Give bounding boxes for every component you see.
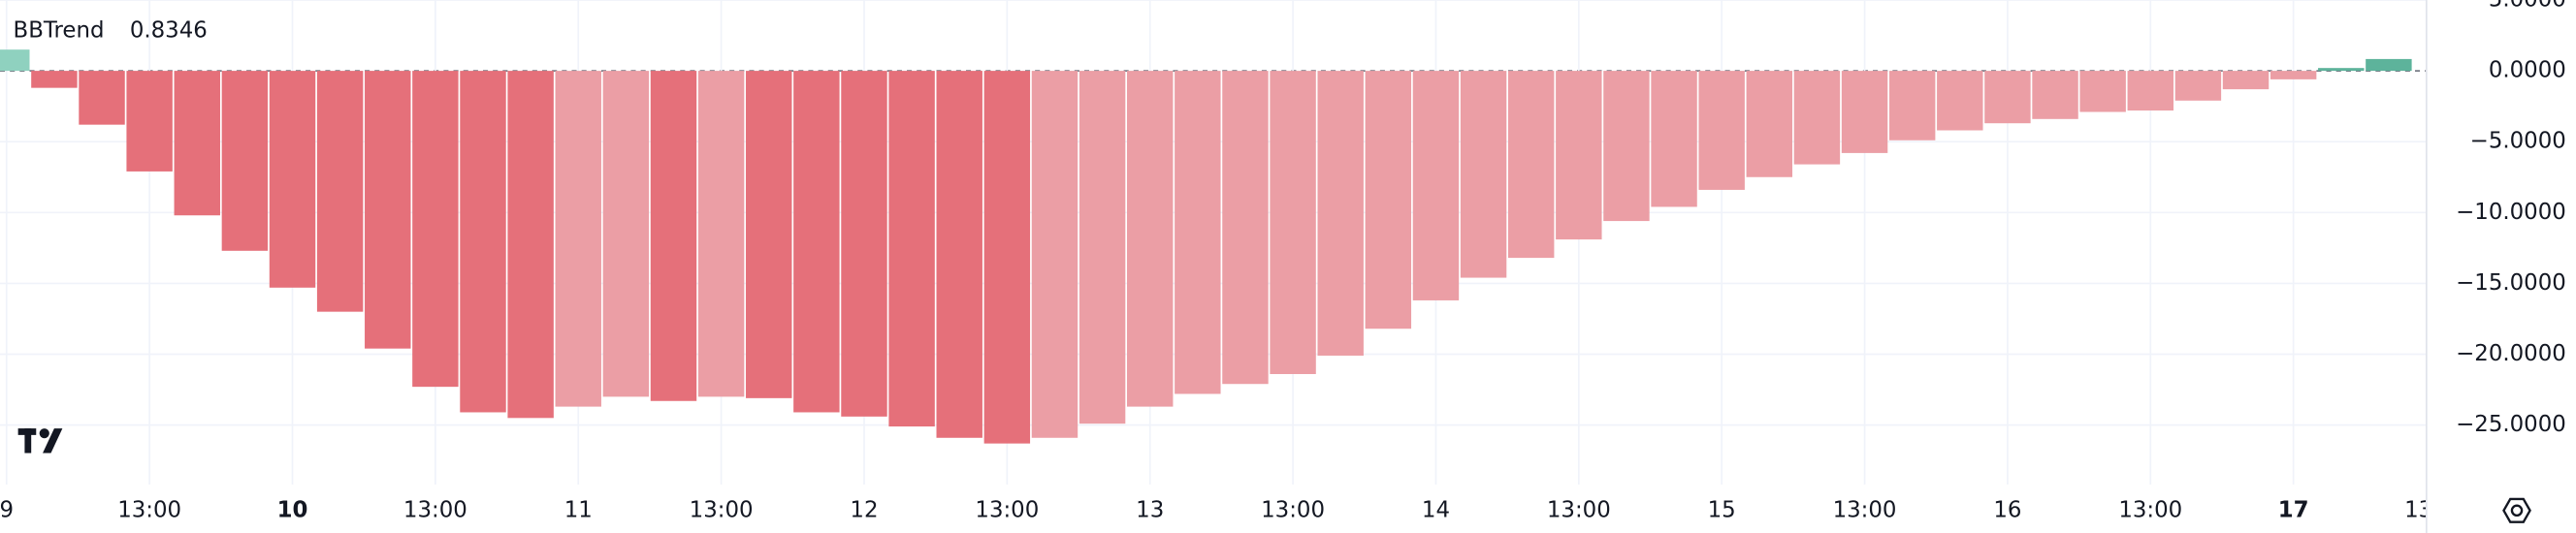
x-tick-label: 10 (277, 497, 308, 522)
indicator-title: BBTrend (14, 18, 105, 44)
bar (1270, 71, 1316, 374)
bar (602, 71, 650, 397)
indicator-value: 0.8346 (130, 18, 208, 44)
y-tick-label: −25.0000 (2456, 412, 2566, 437)
bar (746, 71, 792, 398)
bar (31, 71, 78, 88)
bar (1317, 71, 1364, 356)
x-tick-label: 17 (2278, 497, 2309, 522)
y-tick-label: 0.0000 (2489, 58, 2566, 83)
bar (1793, 71, 1841, 165)
y-tick-label: 5.0000 (2489, 0, 2566, 12)
bar (2366, 58, 2412, 72)
y-tick-label: −10.0000 (2456, 200, 2566, 225)
bar (841, 71, 887, 417)
bar (2127, 71, 2174, 111)
bar (793, 71, 840, 413)
x-tick-label: 16 (1993, 497, 2021, 522)
bar (888, 71, 935, 427)
bar (1984, 71, 2031, 124)
x-tick-label: 13:00 (975, 497, 1039, 522)
y-tick-label: −15.0000 (2456, 270, 2566, 296)
bar (2318, 68, 2365, 72)
bar (2222, 71, 2270, 90)
bar (412, 71, 459, 388)
x-tick-label: 13:00 (117, 497, 181, 522)
bar (2270, 71, 2317, 79)
x-tick-label: 14 (1422, 497, 1450, 522)
bar (2079, 71, 2126, 112)
x-tick-label: 13:00 (1833, 497, 1897, 522)
y-tick-label: −5.0000 (2470, 129, 2566, 154)
bar (1746, 71, 1793, 177)
bar (1556, 71, 1602, 240)
x-tick-label: 13:00 (690, 497, 754, 522)
bar (1222, 71, 1269, 385)
settings-icon[interactable] (2502, 497, 2531, 523)
x-tick-label: 12 (850, 497, 878, 522)
bar (221, 71, 269, 251)
bar (1651, 71, 1697, 207)
x-tick-label: 13:00 (1547, 497, 1611, 522)
bar (126, 71, 173, 172)
x-tick-label: 11 (564, 497, 593, 522)
logo (17, 428, 63, 454)
bar (1365, 71, 1412, 329)
bar (697, 71, 745, 397)
bar (1079, 71, 1126, 424)
x-tick-label: 13:00 (2404, 497, 2468, 522)
bar (460, 71, 506, 413)
bar (365, 71, 411, 349)
bar (174, 71, 220, 216)
bar (983, 71, 1031, 444)
bar (2032, 71, 2078, 119)
bar (1127, 71, 1174, 407)
bar (1507, 71, 1555, 259)
x-tick-label: 13:00 (1261, 497, 1325, 522)
bar (1031, 71, 1079, 438)
bar (650, 71, 697, 401)
bar (1841, 71, 1888, 153)
bar (936, 71, 982, 438)
x-tick-label: 13 (1136, 497, 1164, 522)
y-tick-label: −20.0000 (2456, 341, 2566, 366)
bar (1698, 71, 1745, 190)
bar (1412, 71, 1460, 300)
bar (1937, 71, 1983, 131)
bar (0, 49, 30, 72)
bar (269, 71, 316, 288)
x-tick-label: 13:00 (2118, 497, 2182, 522)
bar (1460, 71, 1507, 278)
bar (2174, 71, 2222, 101)
bar (1603, 71, 1650, 222)
bar (555, 71, 601, 407)
bar (79, 71, 125, 125)
bar (1175, 71, 1221, 394)
x-tick-label: 15 (1708, 497, 1736, 522)
bar (507, 71, 554, 419)
bar (1888, 71, 1936, 141)
bar (316, 71, 364, 312)
x-tick-label: 9 (0, 497, 14, 522)
x-tick-label: 13:00 (403, 497, 467, 522)
